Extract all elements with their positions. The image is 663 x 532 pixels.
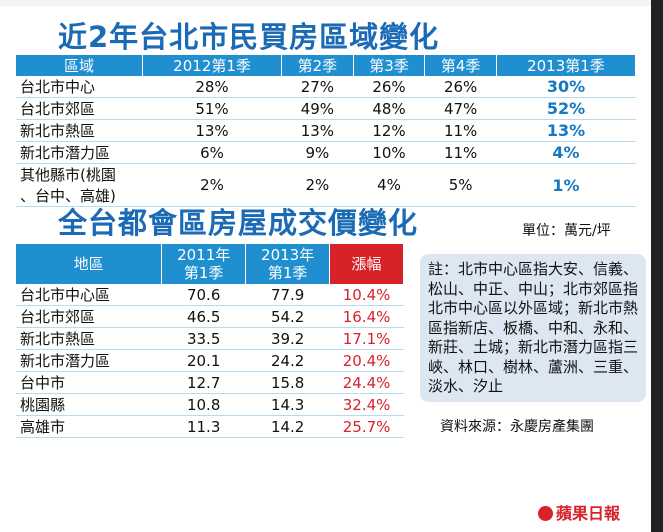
right-edge	[651, 0, 663, 532]
row-label: 新北市熱區	[16, 119, 143, 142]
row-label: 台北市郊區	[16, 97, 143, 120]
value-cell: 13%	[142, 119, 282, 142]
value-cell: 12%	[353, 119, 425, 142]
price-change-table: 地區 2011年 第1季 2013年 第1季 漲幅 台北市中心區 70.6 77.9 10.4%…	[16, 244, 404, 438]
table-row: 其他縣市(桃園 、台中、高雄) 2% 2% 4% 5% 1%	[16, 163, 636, 207]
note-box: 註：北市中心區指大安、信義、松山、中正、中山；北市郊區指北市中心區以外區域；新北…	[420, 254, 646, 402]
row-label: 其他縣市(桃園 、台中、高雄)	[16, 163, 143, 207]
table-row: 新北市熱區 33.5 39.2 17.1%	[16, 327, 404, 350]
value-cell: 14.2	[245, 415, 330, 438]
header-cell: 第2季	[281, 55, 354, 76]
row-label: 台北市中心區	[16, 284, 162, 306]
header-cell: 2013年 第1季	[245, 244, 331, 284]
value-cell: 5%	[424, 163, 497, 207]
value-cell: 26%	[353, 76, 425, 98]
header-cell: 地區	[16, 244, 163, 284]
header-cell: 第4季	[424, 55, 497, 76]
value-cell: 28%	[142, 76, 282, 98]
header-cell: 2012第1季	[142, 55, 283, 76]
value-cell: 13%	[281, 119, 354, 142]
table-row: 新北市潛力區 20.1 24.2 20.4%	[16, 349, 404, 372]
table-row: 新北市熱區 13% 13% 12% 11% 13%	[16, 119, 636, 142]
value-cell: 10.8	[161, 393, 246, 416]
value-cell: 49%	[281, 97, 354, 120]
value-cell: 46.5	[161, 305, 246, 328]
header-cell: 第3季	[353, 55, 426, 76]
table-row: 台北市中心區 70.6 77.9 10.4%	[16, 284, 404, 306]
row-label: 桃園縣	[16, 393, 162, 416]
source-label: 資料來源：永慶房產集團	[440, 419, 594, 435]
row-label: 台北市郊區	[16, 305, 162, 328]
value-cell: 70.6	[161, 284, 246, 306]
header-cell: 區域	[16, 55, 143, 76]
value-cell: 11.3	[161, 415, 246, 438]
value-cell: 1%	[496, 163, 636, 207]
value-cell: 33.5	[161, 327, 246, 350]
value-cell: 9%	[281, 141, 354, 164]
header-cell: 2011年 第1季	[161, 244, 247, 284]
value-cell: 52%	[496, 97, 636, 120]
table-header-row: 區域 2012第1季 第2季 第3季 第4季 2013第1季	[16, 55, 637, 76]
row-label: 新北市潛力區	[16, 141, 143, 164]
value-cell: 14.3	[245, 393, 330, 416]
table-row: 台北市中心 28% 27% 26% 26% 30%	[16, 76, 636, 98]
value-cell: 4%	[353, 163, 425, 207]
value-cell: 15.8	[245, 371, 330, 394]
table-row: 高雄市 11.3 14.2 25.7%	[16, 415, 404, 438]
header-cell: 2013第1季	[496, 55, 637, 76]
value-cell: 17.1%	[329, 327, 404, 350]
value-cell: 47%	[424, 97, 497, 120]
value-cell: 27%	[281, 76, 354, 98]
value-cell: 25.7%	[329, 415, 404, 438]
value-cell: 20.4%	[329, 349, 404, 372]
value-cell: 2%	[281, 163, 354, 207]
value-cell: 51%	[142, 97, 282, 120]
value-cell: 13%	[496, 119, 636, 142]
value-cell: 39.2	[245, 327, 330, 350]
table-row: 台北市郊區 51% 49% 48% 47% 52%	[16, 97, 636, 120]
row-label: 新北市熱區	[16, 327, 162, 350]
value-cell: 24.4%	[329, 371, 404, 394]
title-price-change: 全台都會區房屋成交價變化	[58, 206, 419, 240]
value-cell: 10%	[353, 141, 425, 164]
table-row: 桃園縣 10.8 14.3 32.4%	[16, 393, 404, 416]
logo: 蘋果日報	[538, 500, 620, 524]
district-share-table: 區域 2012第1季 第2季 第3季 第4季 2013第1季 台北市中心 28% 27% 26%…	[16, 55, 637, 207]
header-cell: 漲幅	[329, 244, 404, 284]
value-cell: 26%	[424, 76, 497, 98]
unit-label: 單位：萬元/坪	[522, 223, 611, 239]
value-cell: 20.1	[161, 349, 246, 372]
value-cell: 16.4%	[329, 305, 404, 328]
row-label: 高雄市	[16, 415, 162, 438]
value-cell: 30%	[496, 76, 636, 98]
title-district-change: 近2年台北市民買房區域變化	[58, 20, 440, 54]
top-strip	[0, 0, 663, 6]
value-cell: 4%	[496, 141, 636, 164]
value-cell: 11%	[424, 141, 497, 164]
value-cell: 32.4%	[329, 393, 404, 416]
table-row: 台北市郊區 46.5 54.2 16.4%	[16, 305, 404, 328]
apple-icon	[538, 506, 553, 521]
value-cell: 6%	[142, 141, 282, 164]
value-cell: 2%	[142, 163, 282, 207]
value-cell: 54.2	[245, 305, 330, 328]
value-cell: 10.4%	[329, 284, 404, 306]
value-cell: 24.2	[245, 349, 330, 372]
value-cell: 11%	[424, 119, 497, 142]
table-row: 台中市 12.7 15.8 24.4%	[16, 371, 404, 394]
value-cell: 48%	[353, 97, 425, 120]
row-label: 台中市	[16, 371, 162, 394]
row-label: 台北市中心	[16, 76, 143, 98]
value-cell: 77.9	[245, 284, 330, 306]
logo-text: 蘋果日報	[556, 504, 621, 523]
value-cell: 12.7	[161, 371, 246, 394]
table-row: 新北市潛力區 6% 9% 10% 11% 4%	[16, 141, 636, 164]
row-label: 新北市潛力區	[16, 349, 162, 372]
table-header-row: 地區 2011年 第1季 2013年 第1季 漲幅	[16, 244, 404, 284]
